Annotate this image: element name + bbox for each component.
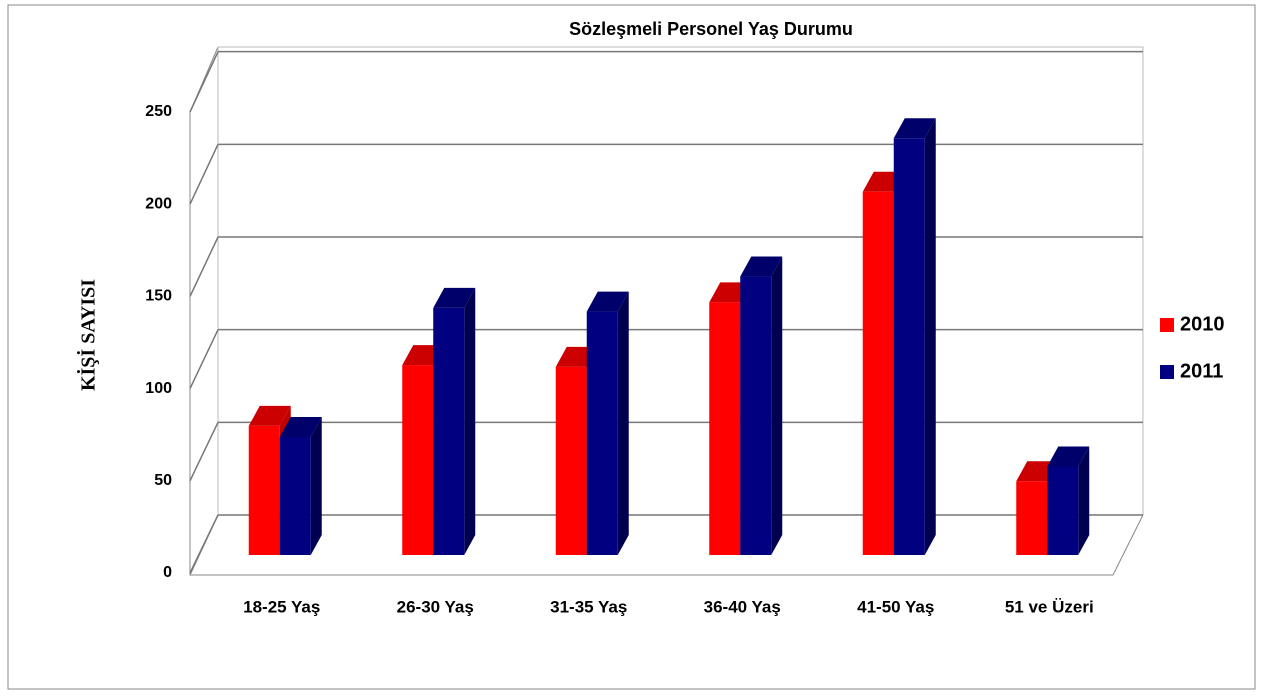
chart-title: Sözleşmeli Personel Yaş Durumu xyxy=(569,19,853,39)
x-tick-label: 36-40 Yaş xyxy=(704,597,781,616)
x-tick-label: 18-25 Yaş xyxy=(243,597,320,616)
grid-line xyxy=(189,144,219,205)
legend-label: 2010 xyxy=(1180,313,1225,335)
bar-side xyxy=(771,256,783,555)
y-tick-label: 200 xyxy=(145,195,172,212)
x-tick-label: 31-35 Yaş xyxy=(550,597,627,616)
bar xyxy=(402,365,434,555)
grid-line xyxy=(189,236,219,297)
bar-top xyxy=(893,118,936,139)
grid-line xyxy=(189,514,219,574)
bar-top xyxy=(248,405,291,426)
bar-side xyxy=(617,291,629,555)
x-tick-label: 51 ve Üzeri xyxy=(1005,597,1094,616)
legend-label: 2011 xyxy=(1180,360,1223,382)
y-tick-label: 0 xyxy=(163,564,172,581)
bar xyxy=(1016,481,1048,555)
bar-top xyxy=(586,291,629,312)
bar xyxy=(740,276,772,555)
bar-top xyxy=(433,287,476,308)
bar xyxy=(279,436,311,555)
grid-line xyxy=(189,329,219,389)
bar-top xyxy=(279,416,322,437)
bar-side xyxy=(310,416,322,555)
y-tick-label: 250 xyxy=(145,103,172,120)
bar xyxy=(248,425,280,555)
bar-side xyxy=(1078,446,1090,555)
bar xyxy=(709,302,741,555)
bar xyxy=(433,307,465,555)
y-tick-label: 100 xyxy=(145,380,172,397)
legend-swatch xyxy=(1160,365,1174,379)
bar xyxy=(862,191,894,555)
y-tick-label: 150 xyxy=(145,288,172,305)
grid-line xyxy=(189,422,219,482)
floor xyxy=(189,514,1144,576)
bar-side xyxy=(464,287,476,555)
x-tick-label: 26-30 Yaş xyxy=(397,597,474,616)
bar-side xyxy=(924,118,936,556)
bar xyxy=(555,366,587,555)
bar-top xyxy=(740,256,783,277)
side-wall xyxy=(189,46,219,576)
grid-line xyxy=(189,51,219,113)
y-axis-label: KİŞİ SAYISI xyxy=(76,279,100,391)
bar xyxy=(893,138,925,556)
bar-top xyxy=(1047,446,1090,467)
legend-swatch xyxy=(1160,318,1174,332)
bar xyxy=(586,311,618,555)
y-tick-label: 50 xyxy=(154,472,172,489)
x-tick-label: 41-50 Yaş xyxy=(857,597,934,616)
bar xyxy=(1047,466,1079,555)
